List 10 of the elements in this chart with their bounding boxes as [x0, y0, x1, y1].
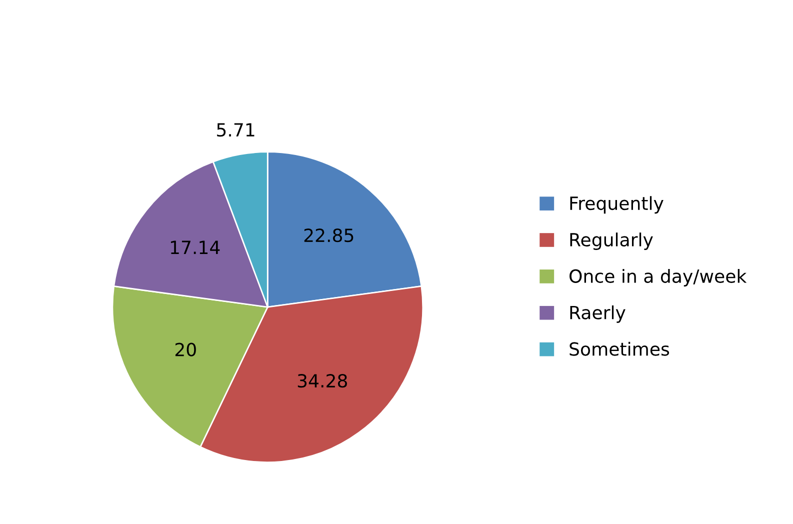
legend-label: Raerly	[570, 305, 626, 323]
legend-label: Sometimes	[570, 342, 670, 356]
data-label: 22.85	[304, 228, 354, 242]
data-label: 34.28	[298, 374, 347, 388]
legend-label: Frequently	[570, 196, 664, 214]
data-label: 17.14	[170, 240, 220, 254]
data-label: 5.71	[217, 123, 254, 137]
legend-label: Once in a day/week	[570, 268, 747, 286]
data-label: 20	[175, 342, 196, 356]
legend-label: Regularly	[570, 232, 653, 250]
